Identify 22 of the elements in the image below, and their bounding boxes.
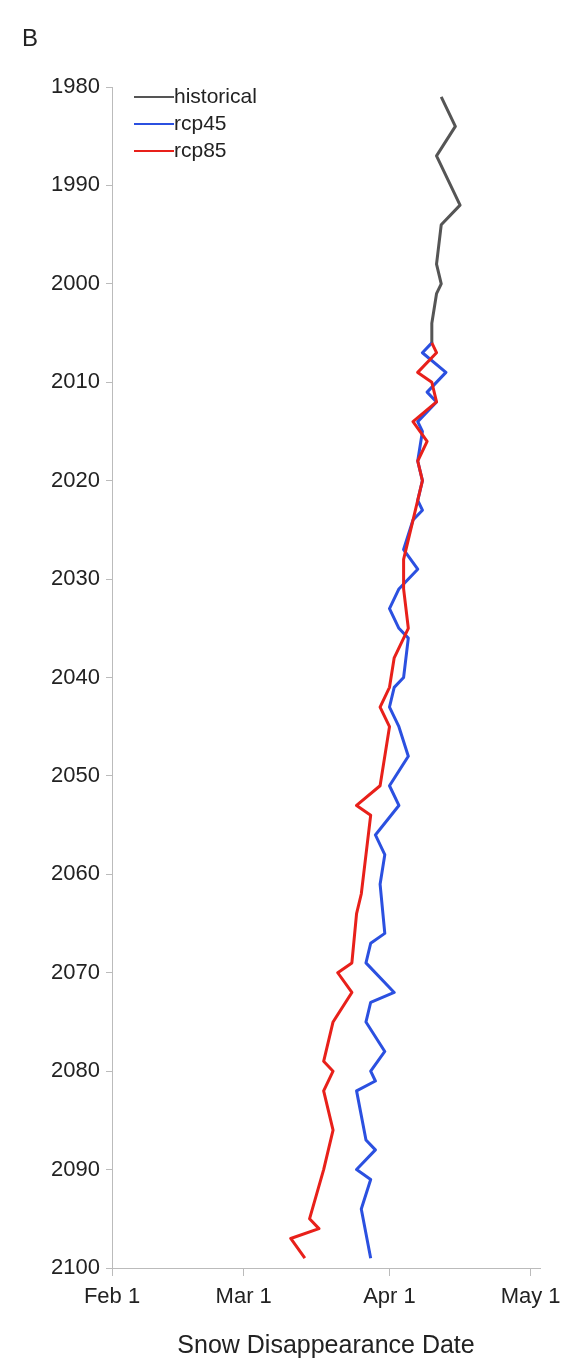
x-axis-title: Snow Disappearance Date <box>177 1329 475 1358</box>
y-tick-label: 2000 <box>51 269 100 295</box>
legend-label: rcp45 <box>174 110 227 134</box>
legend-label: rcp85 <box>174 137 227 161</box>
x-tick-label: Apr 1 <box>363 1283 416 1309</box>
y-tick-label: 2040 <box>51 663 100 689</box>
y-tick-label: 2080 <box>51 1057 100 1083</box>
y-tick-label: 2020 <box>51 466 100 492</box>
legend-label: historical <box>174 83 257 107</box>
x-tick-label: May 1 <box>500 1283 561 1309</box>
y-tick-label: 2090 <box>51 1155 100 1181</box>
y-tick-label: 1980 <box>51 73 100 99</box>
x-tick-label: Feb 1 <box>83 1283 141 1309</box>
y-tick-label: 2030 <box>51 565 100 591</box>
y-tick-label: 2050 <box>51 761 100 787</box>
y-tick-label: 2060 <box>51 860 100 886</box>
y-tick-label: 2100 <box>51 1254 100 1280</box>
y-tick-label: 2070 <box>51 958 100 984</box>
x-tick-label: Mar 1 <box>215 1283 272 1309</box>
y-tick-label: 2010 <box>51 368 100 394</box>
text: B <box>22 24 39 52</box>
y-tick-label: 1990 <box>51 171 100 197</box>
